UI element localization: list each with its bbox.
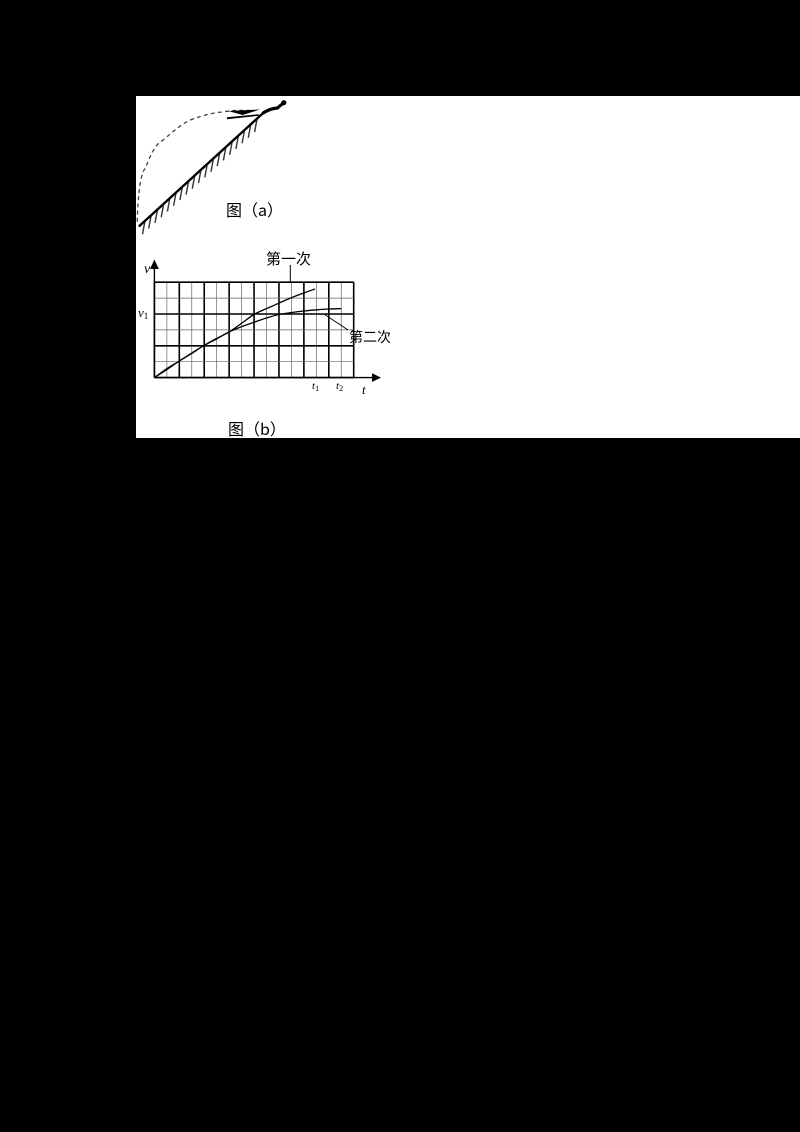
svg-text:v: v (144, 262, 151, 277)
svg-text:v1: v1 (138, 305, 148, 321)
svg-text:t: t (362, 382, 366, 397)
svg-text:第二次: 第二次 (349, 327, 391, 347)
svg-text:t2: t2 (336, 380, 343, 393)
svg-text:第一次: 第一次 (266, 248, 311, 269)
svg-text:t1: t1 (312, 380, 319, 393)
